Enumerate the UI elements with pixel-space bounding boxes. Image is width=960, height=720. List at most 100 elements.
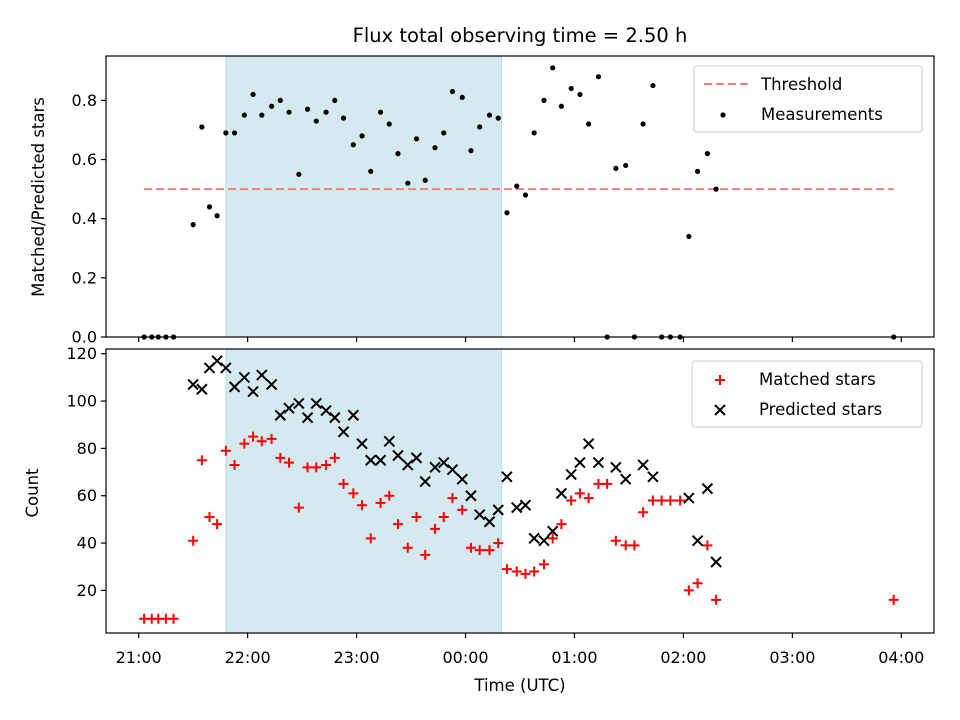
matched-star-point (547, 533, 558, 544)
matched-star-point (284, 457, 295, 468)
measurement-point (650, 82, 656, 89)
matched-star-point (229, 459, 240, 470)
measurement-point (531, 130, 537, 136)
matched-star-point (402, 542, 413, 553)
measurement-point (459, 94, 465, 101)
predicted-star-point (683, 492, 695, 504)
measurement-point (568, 85, 574, 92)
matched-star-point (692, 578, 703, 589)
predicted-star-point (429, 461, 441, 474)
predicted-star-point (365, 454, 377, 466)
top-y-tick-label: 0.6 (72, 150, 97, 169)
predicted-star-point (483, 516, 496, 528)
matched-star-point (566, 495, 577, 506)
predicted-star-point (582, 437, 595, 450)
matched-star-point (196, 455, 207, 466)
matched-star-point (375, 497, 386, 508)
bottom-axes-frame (105, 348, 935, 634)
bottom-series-layer (139, 355, 899, 624)
matched-star-point (665, 495, 676, 506)
predicted-star-point (501, 471, 513, 483)
predicted-star-point (329, 411, 341, 424)
matched-star-point (438, 512, 449, 523)
legend-matched-swatch (715, 375, 725, 385)
predicted-star-point (492, 504, 504, 516)
measurement-point (286, 109, 292, 115)
legend-matched-label: Matched stars (759, 370, 876, 389)
measurement-point (514, 183, 520, 189)
predicted-star-point (301, 411, 314, 424)
measurement-point (206, 204, 213, 210)
predicted-star-point (528, 532, 540, 545)
predicted-star-point (402, 459, 414, 471)
predicted-star-point (511, 501, 523, 514)
matched-star-point (583, 493, 594, 504)
matched-star-point (430, 523, 441, 534)
matched-star-point (520, 568, 531, 579)
predicted-star-point (519, 499, 532, 511)
matched-star-point (188, 535, 199, 546)
predicted-star-point (438, 456, 450, 469)
measurement-point (259, 112, 265, 118)
measurement-point (449, 88, 456, 95)
predicted-star-point (610, 461, 622, 474)
top-panel: 0.0 0.2 0.4 0.6 0.8 Threshold Measurements (72, 55, 935, 347)
matched-star-point (447, 493, 458, 504)
predicted-star-point (356, 437, 368, 450)
matched-star-point (465, 542, 476, 553)
matched-star-point (602, 478, 613, 489)
top-y-axis-label: Matched/Predicted stars (29, 97, 48, 297)
predicted-star-point (274, 409, 287, 421)
legend-measurements-swatch (720, 112, 726, 118)
measurement-point (190, 222, 196, 228)
predicted-star-point (419, 475, 431, 488)
bottom-y-tick-label: 100 (66, 392, 97, 411)
matched-star-point (302, 462, 313, 473)
top-y-tick-label: 0.2 (72, 268, 97, 287)
matched-star-point (220, 445, 231, 456)
matched-star-point (529, 566, 540, 577)
predicted-star-point (247, 385, 259, 398)
predicted-star-point (220, 362, 232, 374)
predicted-star-point (619, 473, 632, 485)
matched-star-point (556, 519, 567, 530)
matched-star-point (256, 436, 267, 447)
x-tick-label: 23:00 (334, 648, 380, 667)
measurement-point (486, 112, 493, 118)
measurement-point (477, 124, 483, 130)
measurement-point (340, 115, 347, 121)
matched-star-point (675, 495, 686, 506)
predicted-star-point (701, 482, 714, 495)
predicted-star-point (592, 456, 605, 469)
measurement-point (713, 186, 719, 192)
predicted-star-point (228, 381, 241, 393)
matched-star-point (574, 488, 585, 499)
matched-star-point (248, 431, 259, 442)
predicted-star-point (211, 355, 223, 367)
measurement-point (504, 210, 510, 216)
measurement-point (704, 151, 710, 157)
predicted-star-point (538, 534, 550, 547)
measurement-point (323, 109, 329, 115)
bottom-y-tick-label: 120 (66, 344, 97, 363)
matched-star-point (457, 504, 468, 515)
measurement-point (395, 151, 401, 157)
bottom-legend-box (691, 360, 923, 428)
x-tick-label: 00:00 (442, 648, 488, 667)
matched-star-point (888, 594, 899, 605)
matched-star-point (702, 540, 713, 551)
matched-star-point (348, 488, 359, 499)
top-y-tick-label: 0.4 (72, 209, 97, 228)
measurement-point (640, 121, 646, 127)
predicted-star-point (574, 456, 586, 469)
predicted-star-point (647, 471, 659, 483)
bottom-y-tick-label: 80 (77, 439, 97, 458)
measurement-point (386, 121, 392, 127)
measurement-point (405, 180, 411, 186)
x-tick-label: 04:00 (878, 648, 924, 667)
predicted-star-point (256, 369, 268, 381)
measurement-point (577, 91, 583, 98)
legend-predicted-swatch (714, 404, 726, 416)
bottom-axes-layer: 20 40 60 80 100 120 21:00 22:00 23:00 00:00 01:00 0… (66, 344, 935, 667)
